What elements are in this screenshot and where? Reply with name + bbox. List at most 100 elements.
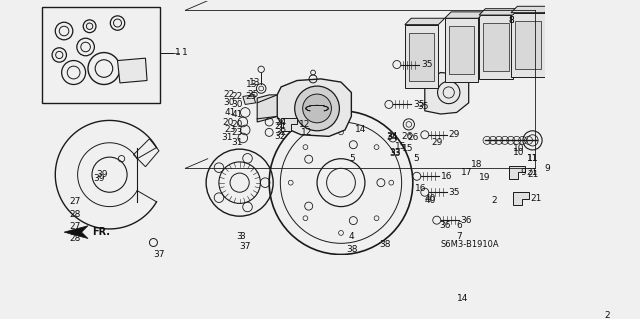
Text: 31: 31 — [221, 133, 233, 143]
Text: 31: 31 — [232, 138, 243, 147]
Text: 8: 8 — [509, 16, 515, 25]
Text: 1: 1 — [182, 48, 188, 57]
Text: 2: 2 — [604, 311, 610, 319]
Text: 41: 41 — [232, 109, 243, 119]
Text: 9: 9 — [520, 168, 526, 177]
Text: 25: 25 — [246, 92, 257, 101]
Text: S6M3-B1910A: S6M3-B1910A — [441, 240, 499, 249]
Text: 10: 10 — [513, 144, 524, 153]
Circle shape — [294, 86, 339, 131]
Text: 26: 26 — [401, 132, 413, 141]
Text: 12: 12 — [299, 120, 310, 129]
Text: 20: 20 — [232, 120, 243, 129]
Text: 40: 40 — [425, 194, 436, 203]
Text: 17: 17 — [461, 168, 472, 177]
Text: 35: 35 — [420, 60, 432, 69]
Text: 23: 23 — [224, 125, 236, 135]
Text: 39: 39 — [93, 174, 105, 183]
Text: 24: 24 — [275, 122, 286, 131]
Text: 3: 3 — [237, 232, 243, 241]
Text: 40: 40 — [425, 196, 436, 205]
Text: 38: 38 — [347, 245, 358, 254]
Polygon shape — [405, 25, 438, 88]
Text: 1: 1 — [175, 48, 180, 57]
Bar — [449, 26, 474, 74]
Text: 36: 36 — [461, 216, 472, 225]
Text: 24: 24 — [276, 117, 287, 127]
Bar — [483, 23, 509, 71]
Text: 6: 6 — [457, 221, 463, 230]
Text: 29: 29 — [449, 130, 460, 139]
Text: 35: 35 — [417, 101, 428, 111]
Text: 14: 14 — [457, 294, 468, 303]
Text: 10: 10 — [513, 148, 524, 157]
Text: 32: 32 — [275, 132, 286, 141]
Polygon shape — [479, 15, 513, 79]
Polygon shape — [511, 13, 545, 77]
Text: 14: 14 — [355, 125, 367, 135]
Text: 36: 36 — [439, 221, 451, 230]
Text: 37: 37 — [239, 242, 251, 251]
Text: 11: 11 — [527, 154, 538, 163]
Text: 15: 15 — [403, 144, 414, 153]
Text: 28: 28 — [70, 234, 81, 243]
Polygon shape — [134, 139, 159, 167]
Text: 30: 30 — [232, 100, 243, 109]
Text: 12: 12 — [301, 128, 312, 137]
Text: 16: 16 — [415, 184, 427, 193]
Text: 30: 30 — [223, 98, 235, 108]
Text: 19: 19 — [479, 173, 490, 182]
Text: 9: 9 — [545, 164, 550, 173]
Text: 35: 35 — [413, 100, 424, 109]
Text: 5: 5 — [413, 154, 419, 163]
Text: 32: 32 — [276, 128, 287, 137]
Text: 15: 15 — [394, 142, 406, 151]
Text: 11: 11 — [527, 154, 538, 163]
Circle shape — [303, 94, 332, 123]
Text: 18: 18 — [471, 160, 483, 169]
Text: 27: 27 — [70, 222, 81, 231]
Polygon shape — [511, 6, 551, 13]
Polygon shape — [64, 226, 88, 239]
Polygon shape — [257, 95, 277, 122]
Polygon shape — [243, 95, 255, 104]
Polygon shape — [445, 12, 484, 18]
Bar — [515, 21, 541, 69]
Text: 23: 23 — [232, 128, 243, 137]
Text: 37: 37 — [154, 250, 165, 259]
Text: 13: 13 — [246, 80, 257, 89]
Text: 33: 33 — [389, 148, 401, 157]
Text: 21: 21 — [530, 194, 541, 203]
Polygon shape — [405, 18, 445, 25]
Bar — [409, 33, 435, 80]
Text: 41: 41 — [224, 108, 236, 117]
Text: 21: 21 — [527, 170, 538, 179]
Text: 4: 4 — [349, 232, 355, 241]
Polygon shape — [277, 79, 351, 136]
Text: 34: 34 — [387, 133, 398, 143]
Polygon shape — [509, 166, 525, 179]
Text: 22: 22 — [223, 90, 235, 100]
Polygon shape — [118, 58, 147, 83]
Text: FR.: FR. — [92, 227, 110, 237]
Text: 39: 39 — [96, 170, 108, 179]
Text: 33: 33 — [389, 149, 401, 159]
Text: 5: 5 — [349, 154, 355, 163]
Polygon shape — [445, 18, 478, 82]
Polygon shape — [425, 72, 468, 114]
Text: 35: 35 — [449, 188, 460, 197]
Text: 3: 3 — [239, 232, 245, 241]
Text: 7: 7 — [457, 232, 463, 241]
Text: 20: 20 — [222, 117, 233, 127]
Text: 8: 8 — [509, 16, 515, 25]
Text: 21: 21 — [526, 168, 538, 177]
Text: 27: 27 — [70, 197, 81, 206]
Text: 25: 25 — [248, 90, 259, 100]
Polygon shape — [281, 118, 297, 131]
Text: 26: 26 — [407, 133, 419, 143]
Polygon shape — [513, 192, 529, 205]
Text: 13: 13 — [249, 78, 260, 86]
Polygon shape — [479, 9, 519, 15]
Text: 22: 22 — [232, 92, 243, 101]
Text: 2: 2 — [491, 196, 497, 205]
